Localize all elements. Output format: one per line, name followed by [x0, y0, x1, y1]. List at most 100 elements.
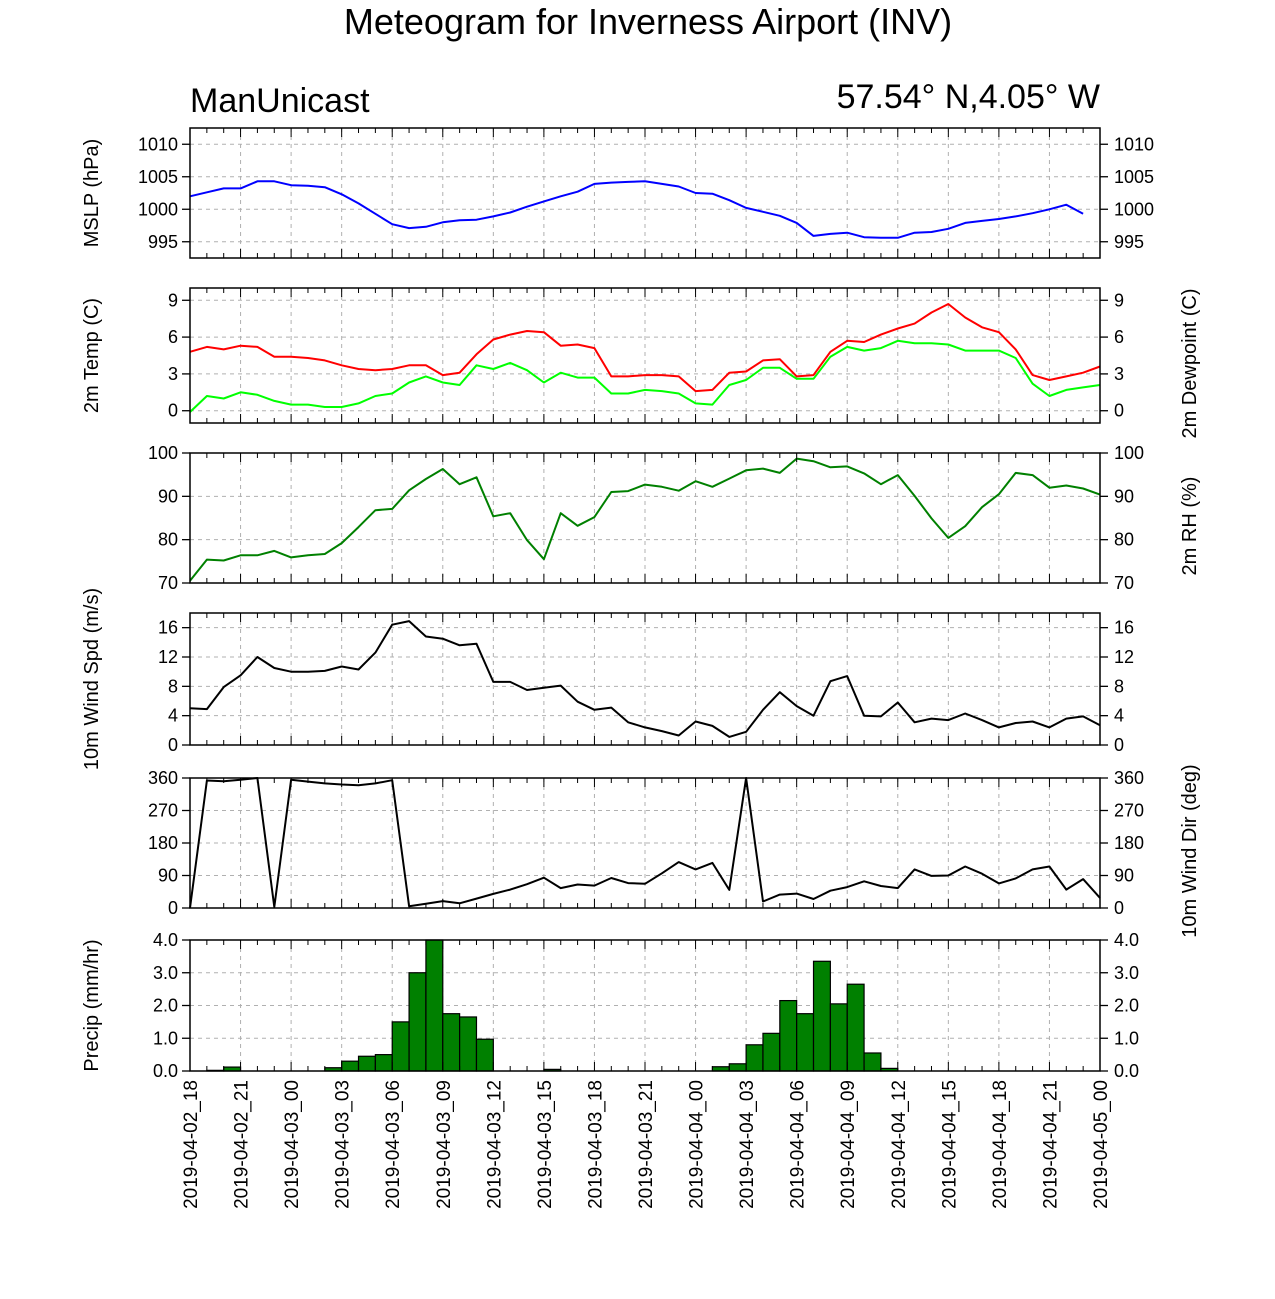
series-line-1	[189, 620, 1101, 738]
figure-title: Meteogram for Inverness Airport (INV)	[344, 1, 952, 42]
panel-3: 70 70 80 80 90 90 100 100 2m RH (%)	[148, 443, 1201, 593]
y-tick-label-right: 70	[1114, 573, 1134, 593]
y-tick-label: 0	[168, 401, 178, 421]
y-tick-label-right: 1010	[1114, 134, 1154, 154]
y-tick-label-right: 4.0	[1114, 930, 1139, 950]
y-tick-label: 70	[158, 573, 178, 593]
time-tick-label: 2019-04-03_00	[282, 1080, 303, 1209]
time-tick-label: 2019-04-04_09	[838, 1080, 859, 1209]
precip-bar	[475, 1038, 494, 1072]
time-tick-label: 2019-04-04_03	[737, 1080, 758, 1209]
y-tick-label: 4	[168, 706, 178, 726]
y-tick-label: 0.0	[153, 1061, 178, 1081]
y-tick-label-right: 6	[1114, 327, 1124, 347]
y-axis-title: 2m Temp (C)	[81, 298, 103, 413]
y-tick-label-right: 100	[1114, 443, 1144, 463]
precip-bar	[745, 1044, 764, 1072]
precip-bar	[357, 1055, 376, 1072]
y-tick-label: 90	[158, 866, 178, 886]
y-tick-label-right: 1005	[1114, 167, 1154, 187]
y-tick-label: 1005	[138, 167, 178, 187]
precip-bar	[425, 939, 444, 1072]
y-tick-label: 6	[168, 327, 178, 347]
precip-bar	[391, 1021, 410, 1072]
y-tick-label: 180	[148, 833, 178, 853]
location-label: 57.54° N,4.05° W	[837, 78, 1100, 116]
y-tick-label: 0	[168, 735, 178, 755]
time-tick-label: 2019-04-03_12	[484, 1080, 505, 1209]
y-tick-label-right: 1000	[1114, 199, 1154, 219]
time-tick-label: 2019-04-04_12	[889, 1080, 910, 1209]
y-tick-label-right: 360	[1114, 768, 1144, 788]
precip-bar	[796, 1013, 815, 1072]
time-tick-label: 2019-04-03_06	[383, 1080, 404, 1209]
y-tick-label-right: 0	[1114, 735, 1124, 755]
y-tick-label-right: 90	[1114, 866, 1134, 886]
y-tick-label: 8	[168, 676, 178, 696]
y-tick-label-right: 3	[1114, 364, 1124, 384]
y-tick-label: 3.0	[153, 963, 178, 983]
y-tick-label: 100	[148, 443, 178, 463]
panel-1: 995 995 1000 1000 1005 1005 1010 1010 MSLP (hPa)	[81, 127, 1154, 259]
time-tick-label: 2019-04-03_15	[535, 1080, 556, 1209]
y-tick-label: 995	[148, 232, 178, 252]
panel-5: 0 0 90 90 180 180 270 270 360 360 10m Wind Dir (de…	[148, 764, 1201, 937]
y-tick-label-right: 1.0	[1114, 1028, 1139, 1048]
y-tick-label-right: 180	[1114, 833, 1144, 853]
time-tick-label: 2019-04-03_21	[636, 1080, 657, 1209]
y-tick-label-right: 3.0	[1114, 963, 1139, 983]
panel-2: 0 0 3 3 6 6 9 9 2m Temp (C) 2m Dewpoint (C)	[81, 287, 1201, 439]
precip-bar	[728, 1063, 747, 1072]
model-label: ManUnicast	[190, 82, 370, 120]
precip-bar	[341, 1060, 360, 1072]
y-axis-title: MSLP (hPa)	[81, 139, 103, 248]
y-tick-label: 1.0	[153, 1028, 178, 1048]
time-tick-label: 2019-04-04_21	[1040, 1080, 1061, 1209]
y-tick-label: 4.0	[153, 930, 178, 950]
panel-4: 0 0 4 4 8 8 12 12 16 16 10m Wind Spd (m/s)	[81, 588, 1134, 770]
precip-bar	[812, 960, 831, 1072]
y-tick-label: 1010	[138, 134, 178, 154]
time-tick-label: 2019-04-02_21	[232, 1080, 253, 1209]
y-axis-title: Precip (mm/hr)	[81, 939, 103, 1071]
y-tick-label: 2.0	[153, 996, 178, 1016]
time-tick-label: 2019-04-04_15	[939, 1080, 960, 1209]
y-tick-label-right: 80	[1114, 530, 1134, 550]
y-tick-label: 1000	[138, 199, 178, 219]
y-tick-label: 0	[168, 898, 178, 918]
y-axis-title-right: 10m Wind Dir (deg)	[1179, 764, 1201, 937]
precip-bar	[779, 999, 798, 1072]
panel-6: 0.0 0.0 1.0 1.0 2.0 2.0 3.0 3.0 4.0 4.0 Precip (mm…	[81, 930, 1139, 1081]
precip-bar	[863, 1052, 882, 1072]
y-axis-title-right: 2m RH (%)	[1179, 477, 1201, 576]
y-tick-label-right: 0.0	[1114, 1061, 1139, 1081]
y-tick-label-right: 4	[1114, 706, 1124, 726]
time-tick-label: 2019-04-04_06	[788, 1080, 809, 1209]
series-line-1	[189, 180, 1084, 239]
y-axis-title: 10m Wind Spd (m/s)	[81, 588, 103, 770]
time-tick-label: 2019-04-03_09	[434, 1080, 455, 1209]
precip-bar	[459, 1016, 478, 1072]
y-tick-label-right: 0	[1114, 898, 1124, 918]
y-tick-label-right: 270	[1114, 801, 1144, 821]
y-tick-label-right: 16	[1114, 618, 1134, 638]
precip-bar	[374, 1054, 393, 1072]
y-tick-label: 16	[158, 618, 178, 638]
series-line-2	[189, 339, 1101, 413]
time-tick-label: 2019-04-02_18	[181, 1080, 202, 1209]
series-line-1	[189, 303, 1101, 393]
precip-bar	[829, 1003, 848, 1072]
y-axis-title-right: 2m Dewpoint (C)	[1179, 288, 1201, 438]
y-tick-label-right: 12	[1114, 647, 1134, 667]
y-tick-label: 90	[158, 486, 178, 506]
y-tick-label: 80	[158, 530, 178, 550]
precip-bar	[408, 972, 427, 1072]
y-tick-label-right: 995	[1114, 232, 1144, 252]
precip-bar	[762, 1032, 781, 1072]
y-tick-label-right: 8	[1114, 676, 1124, 696]
time-tick-label: 2019-04-04_18	[990, 1080, 1011, 1209]
time-tick-label: 2019-04-03_18	[585, 1080, 606, 1209]
y-tick-label-right: 9	[1114, 290, 1124, 310]
